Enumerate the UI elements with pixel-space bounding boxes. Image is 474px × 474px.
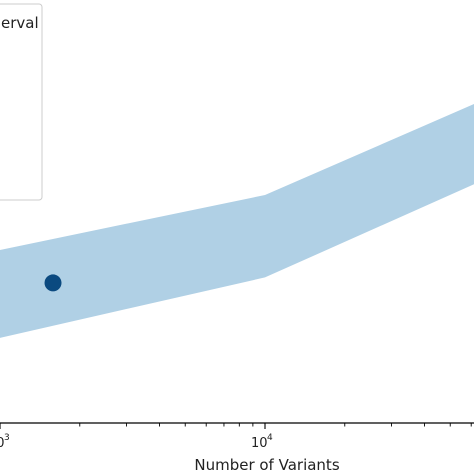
legend: erval (0, 3, 43, 201)
tick-label-base: 10 (251, 436, 268, 451)
confidence-band (0, 104, 474, 338)
tick-label-exponent: 3 (4, 433, 10, 443)
legend-entry-label: erval (1, 14, 39, 32)
data-point (44, 274, 62, 292)
x-tick-label-1e3: 10 3 (0, 433, 10, 451)
tick-label-base: 10 (0, 436, 5, 451)
legend-box (0, 3, 43, 201)
x-tick-label-1e4: 10 4 (251, 433, 273, 451)
x-ticks (0, 423, 472, 429)
plot-area (0, 104, 474, 338)
x-axis-label: Number of Variants (194, 456, 339, 474)
tick-label-exponent: 4 (267, 433, 273, 443)
